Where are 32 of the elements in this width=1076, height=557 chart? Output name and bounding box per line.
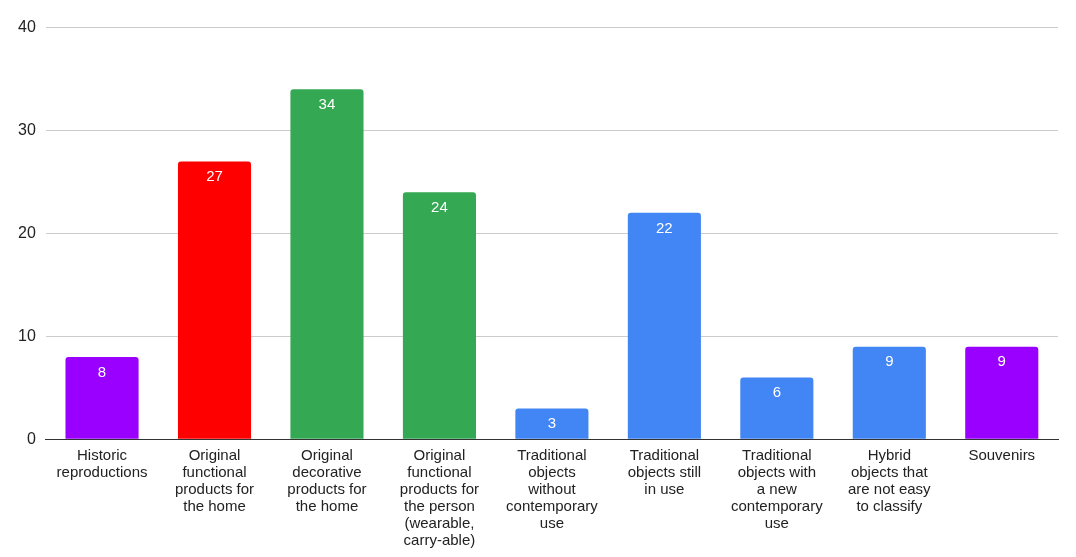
y-tick-label: 10 bbox=[18, 326, 36, 344]
data-label: 3 bbox=[547, 414, 557, 432]
x-tick-label: Souvenirs bbox=[968, 445, 1036, 463]
y-tick-label: 30 bbox=[18, 120, 36, 138]
x-tick-label: Original functional products for the person (wearable, carry-able) bbox=[399, 445, 480, 548]
data-label: 22 bbox=[656, 218, 673, 236]
data-label: 6 bbox=[772, 383, 781, 401]
data-label: 8 bbox=[97, 362, 107, 380]
bar bbox=[290, 89, 364, 439]
bar bbox=[965, 346, 1039, 439]
bar bbox=[515, 408, 589, 439]
x-tick-label: Traditional objects without contemporary use bbox=[506, 445, 599, 531]
bar bbox=[852, 346, 926, 439]
y-tick-label: 40 bbox=[18, 18, 36, 36]
bar bbox=[177, 161, 252, 439]
bar bbox=[65, 356, 139, 439]
x-tick-label: Historic reproductions bbox=[56, 445, 148, 480]
y-tick-label: 20 bbox=[18, 223, 36, 241]
data-label: 34 bbox=[318, 95, 336, 112]
x-tick-label: Original decorative products for the home bbox=[287, 445, 367, 514]
bar bbox=[627, 212, 701, 439]
bar bbox=[402, 192, 476, 439]
data-label: 27 bbox=[206, 167, 223, 185]
data-label: 9 bbox=[997, 352, 1006, 370]
data-label: 9 bbox=[885, 352, 894, 370]
x-tick-label: Traditional objects with a new contemporary use bbox=[730, 445, 824, 531]
x-tick-label: Hybrid objects that are not easy to classify bbox=[848, 445, 932, 514]
x-tick-label: Original functional products for the home bbox=[174, 445, 255, 514]
x-tick-label: Traditional objects still in use bbox=[627, 445, 702, 497]
y-tick-label: 0 bbox=[26, 429, 36, 447]
data-label: 24 bbox=[431, 197, 448, 215]
bar bbox=[740, 377, 814, 439]
